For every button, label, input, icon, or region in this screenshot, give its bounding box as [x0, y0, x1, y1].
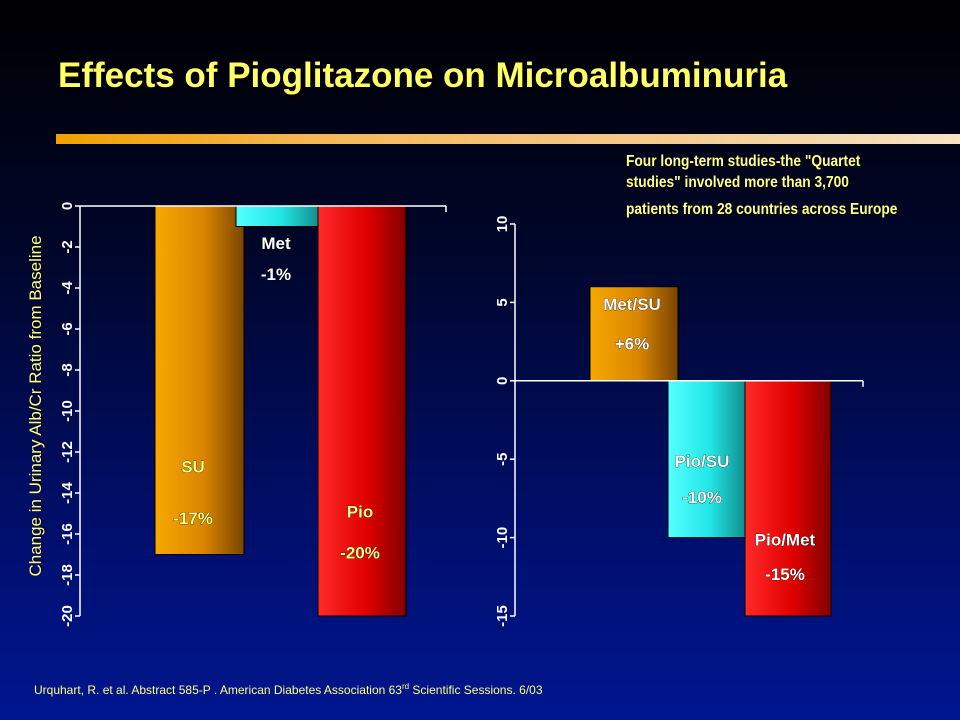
title-underline — [56, 134, 960, 144]
left-tick-label: -20 — [59, 605, 76, 627]
bar-met-su — [589, 286, 679, 382]
bar-label-met-su: Met/SU — [603, 295, 661, 314]
left-tick-label: -14 — [59, 482, 76, 504]
chart-left: 0 -2 -4 -6 -8 -10 -12 -14 -16 -18 -20 SU -17% Met -1% P… — [59, 202, 447, 627]
bar-value-met-su: +6% — [615, 334, 650, 353]
bar-label-met: Met — [261, 234, 291, 253]
study-note: Four long-term studies-the "Quartet stud… — [626, 151, 910, 220]
bar-value-pio: -20% — [340, 544, 380, 563]
bar-value-su: -17% — [173, 509, 213, 528]
chart-right: 10 5 0 -5 -10 -15 Met/SU +6% Pio/SU -10% Pio/Met -1… — [494, 216, 864, 627]
bar-pio — [317, 205, 407, 617]
right-tick-label: -5 — [494, 453, 511, 466]
citation-footer: Urquhart, R. et al. Abstract 585-P . Ame… — [34, 682, 543, 697]
bar-pio-met — [744, 380, 832, 617]
right-tick-label: 5 — [494, 298, 511, 306]
bar-su — [154, 205, 245, 555]
bar-value-met: -1% — [261, 265, 291, 284]
citation-text: Urquhart, R. et al. Abstract 585-P . Ame… — [34, 683, 402, 697]
citation-superscript: rd — [401, 682, 410, 691]
left-tick-label: -4 — [59, 281, 76, 295]
left-tick-label: -2 — [59, 240, 76, 253]
bar-label-pio-su: Pio/SU — [675, 452, 730, 471]
study-note-line-1: Four long-term studies-the "Quartet — [626, 153, 861, 170]
citation-text-end: Scientific Sessions. 6/03 — [409, 683, 543, 697]
bar-label-su: SU — [181, 458, 205, 477]
left-tick-label: -10 — [59, 400, 76, 422]
slide-title: Effects of Pioglitazone on Microalbuminu… — [58, 56, 788, 95]
study-note-line-3: patients from 28 countries across Europe — [626, 201, 898, 218]
bar-pio-su — [667, 380, 746, 539]
bar-label-pio-met: Pio/Met — [755, 530, 816, 549]
left-tick-label: -8 — [59, 363, 76, 376]
bar-value-pio-met: -15% — [765, 565, 805, 584]
study-note-line-2: studies" involved more than 3,700 — [626, 174, 849, 191]
bar-label-pio: Pio — [347, 503, 373, 522]
right-tick-label: -10 — [494, 527, 511, 549]
left-tick-label: -6 — [59, 322, 76, 335]
right-tick-label: 0 — [494, 377, 511, 385]
bar-value-pio-su: -10% — [682, 488, 722, 507]
left-tick-label: -16 — [59, 523, 76, 545]
left-tick-label: -12 — [59, 441, 76, 463]
right-tick-label: -15 — [494, 605, 511, 627]
left-tick-label: -18 — [59, 564, 76, 586]
bar-met — [235, 205, 319, 227]
right-tick-label: 10 — [494, 216, 511, 233]
left-tick-label: 0 — [59, 202, 76, 210]
